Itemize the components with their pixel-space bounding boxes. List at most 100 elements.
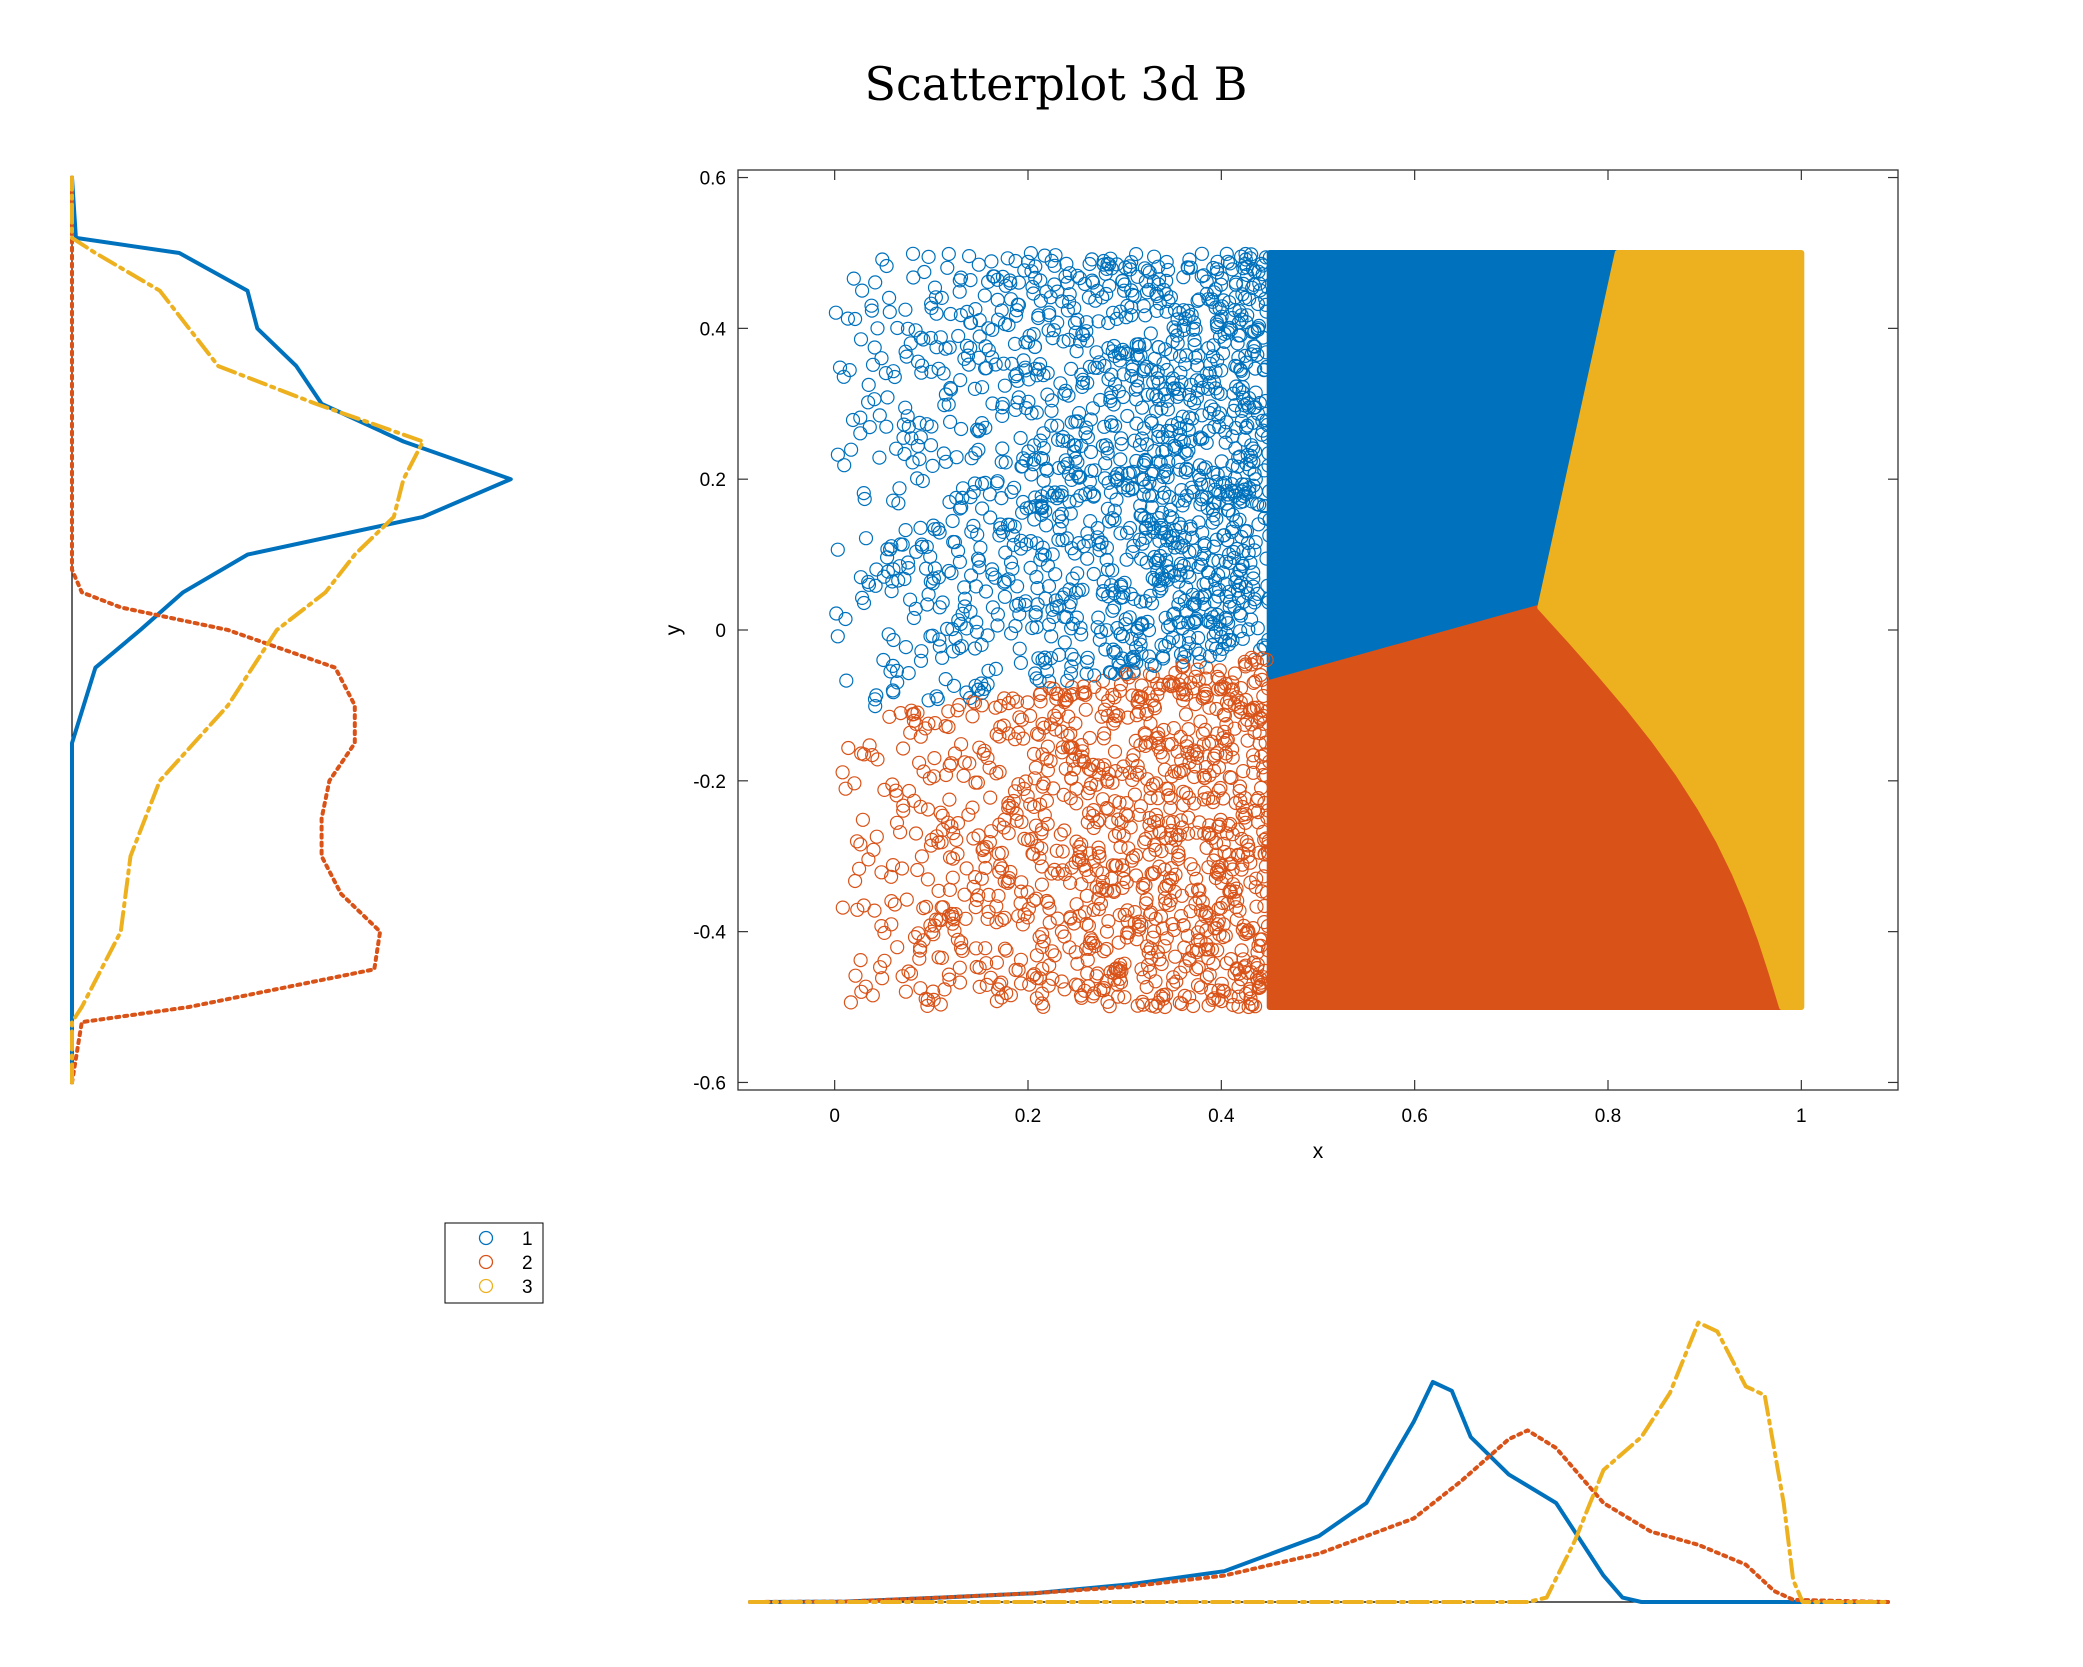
scatter-point [1210,353,1225,368]
scatter-point [1148,776,1164,791]
scatter-point [889,815,905,830]
scatter-point [1188,321,1203,336]
scatter-point [926,571,942,586]
scatter-point [950,543,966,559]
scatter-point [1189,825,1204,840]
scatter-point [1075,326,1090,341]
scatter-point [1020,254,1036,269]
scatter-point [1234,312,1249,327]
scatter-point [1238,659,1253,674]
scatter-point [1074,367,1089,382]
scatter-point [898,522,913,538]
scatter-point [924,832,939,848]
x-tick-label: 0.8 [1595,1106,1621,1127]
scatter-point [1036,934,1051,949]
scatter-point [1233,249,1249,264]
scatter-point [1008,962,1023,978]
scatter-point [1090,758,1106,773]
scatter-point [1037,548,1052,563]
scatter-point [1236,952,1251,967]
scatter-point [1013,533,1029,548]
scatter-point [1101,913,1116,929]
scatter-point [1060,303,1076,318]
scatter-point [1232,563,1247,578]
scatter-point [1055,430,1071,445]
scatter-point [1093,624,1109,639]
scatter-point [1065,571,1080,586]
scatter-point [1259,831,1274,846]
scatter-point [965,709,980,724]
scatter-point [1006,793,1021,809]
scatter-point [931,883,946,899]
scatter-point [989,727,1004,742]
scatter-point [1082,935,1098,950]
scatter-point [1200,477,1216,492]
scatter-point [893,537,908,552]
scatter-point [1085,275,1101,290]
scatter-point [907,929,923,945]
scatter-point [978,339,993,354]
scatter-point [884,893,899,909]
scatter-point [887,369,902,385]
region-3-dense [1537,250,1805,1010]
scatter-point [1218,928,1233,943]
scatter-point [894,861,910,876]
scatter-point [1246,571,1261,586]
scatter-point [1041,323,1056,338]
scatter-point [914,644,929,659]
scatter-point [847,776,862,791]
scatter-point [1105,563,1120,578]
scatter-point [866,842,881,857]
scatter-point [880,390,895,405]
scatter-point [968,941,984,956]
scatter-point [1202,908,1217,923]
scatter-point [1240,586,1255,601]
scatter-point [1133,508,1148,523]
scatter-point [1211,867,1227,882]
scatter-point [1068,855,1083,870]
scatter-point [1236,763,1251,779]
scatter-point [1096,944,1112,959]
scatter-point [841,740,856,756]
scatter-point [937,398,952,413]
scatter-point [1134,917,1149,932]
scatter-point [1125,362,1140,377]
scatter-point [974,685,990,701]
scatter-point [1086,757,1101,773]
scatter-point [847,873,863,889]
scatter-point [891,573,906,588]
scatter-point [984,350,1000,365]
scatter-point [1177,940,1192,955]
scatter-point [1151,730,1166,745]
scatter-point [1211,913,1226,928]
scatter-point [1093,392,1108,408]
scatter-point [1089,880,1104,895]
scatter-point [1255,267,1270,282]
scatter-point [1228,884,1243,899]
scatter-point [1173,908,1189,924]
scatter-point [858,979,873,994]
scatter-point [1080,430,1096,445]
scatter-point [942,792,957,807]
scatter-point [1222,599,1237,615]
scatter-point [1256,363,1272,378]
scatter-point [843,995,859,1010]
legend-box [444,1222,544,1304]
scatter-point [1040,387,1055,402]
scatter-point [1099,924,1115,939]
x-tick-label: 0.2 [1015,1106,1041,1127]
scatter-point [924,364,939,379]
scatter-point [1076,328,1091,343]
scatter-point [1142,810,1157,826]
scatter-point [1126,538,1141,554]
legend-marker-1 [478,1230,494,1246]
scatter-point [1153,825,1168,840]
scatter-point [1208,474,1224,489]
scatter-point [1255,413,1270,428]
scatter-point [1097,471,1113,486]
scatter-point [1232,779,1248,794]
scatter-point [1120,408,1135,424]
scatter-point [1032,797,1048,812]
scatter-point [1027,339,1043,354]
scatter-point [1062,287,1077,302]
